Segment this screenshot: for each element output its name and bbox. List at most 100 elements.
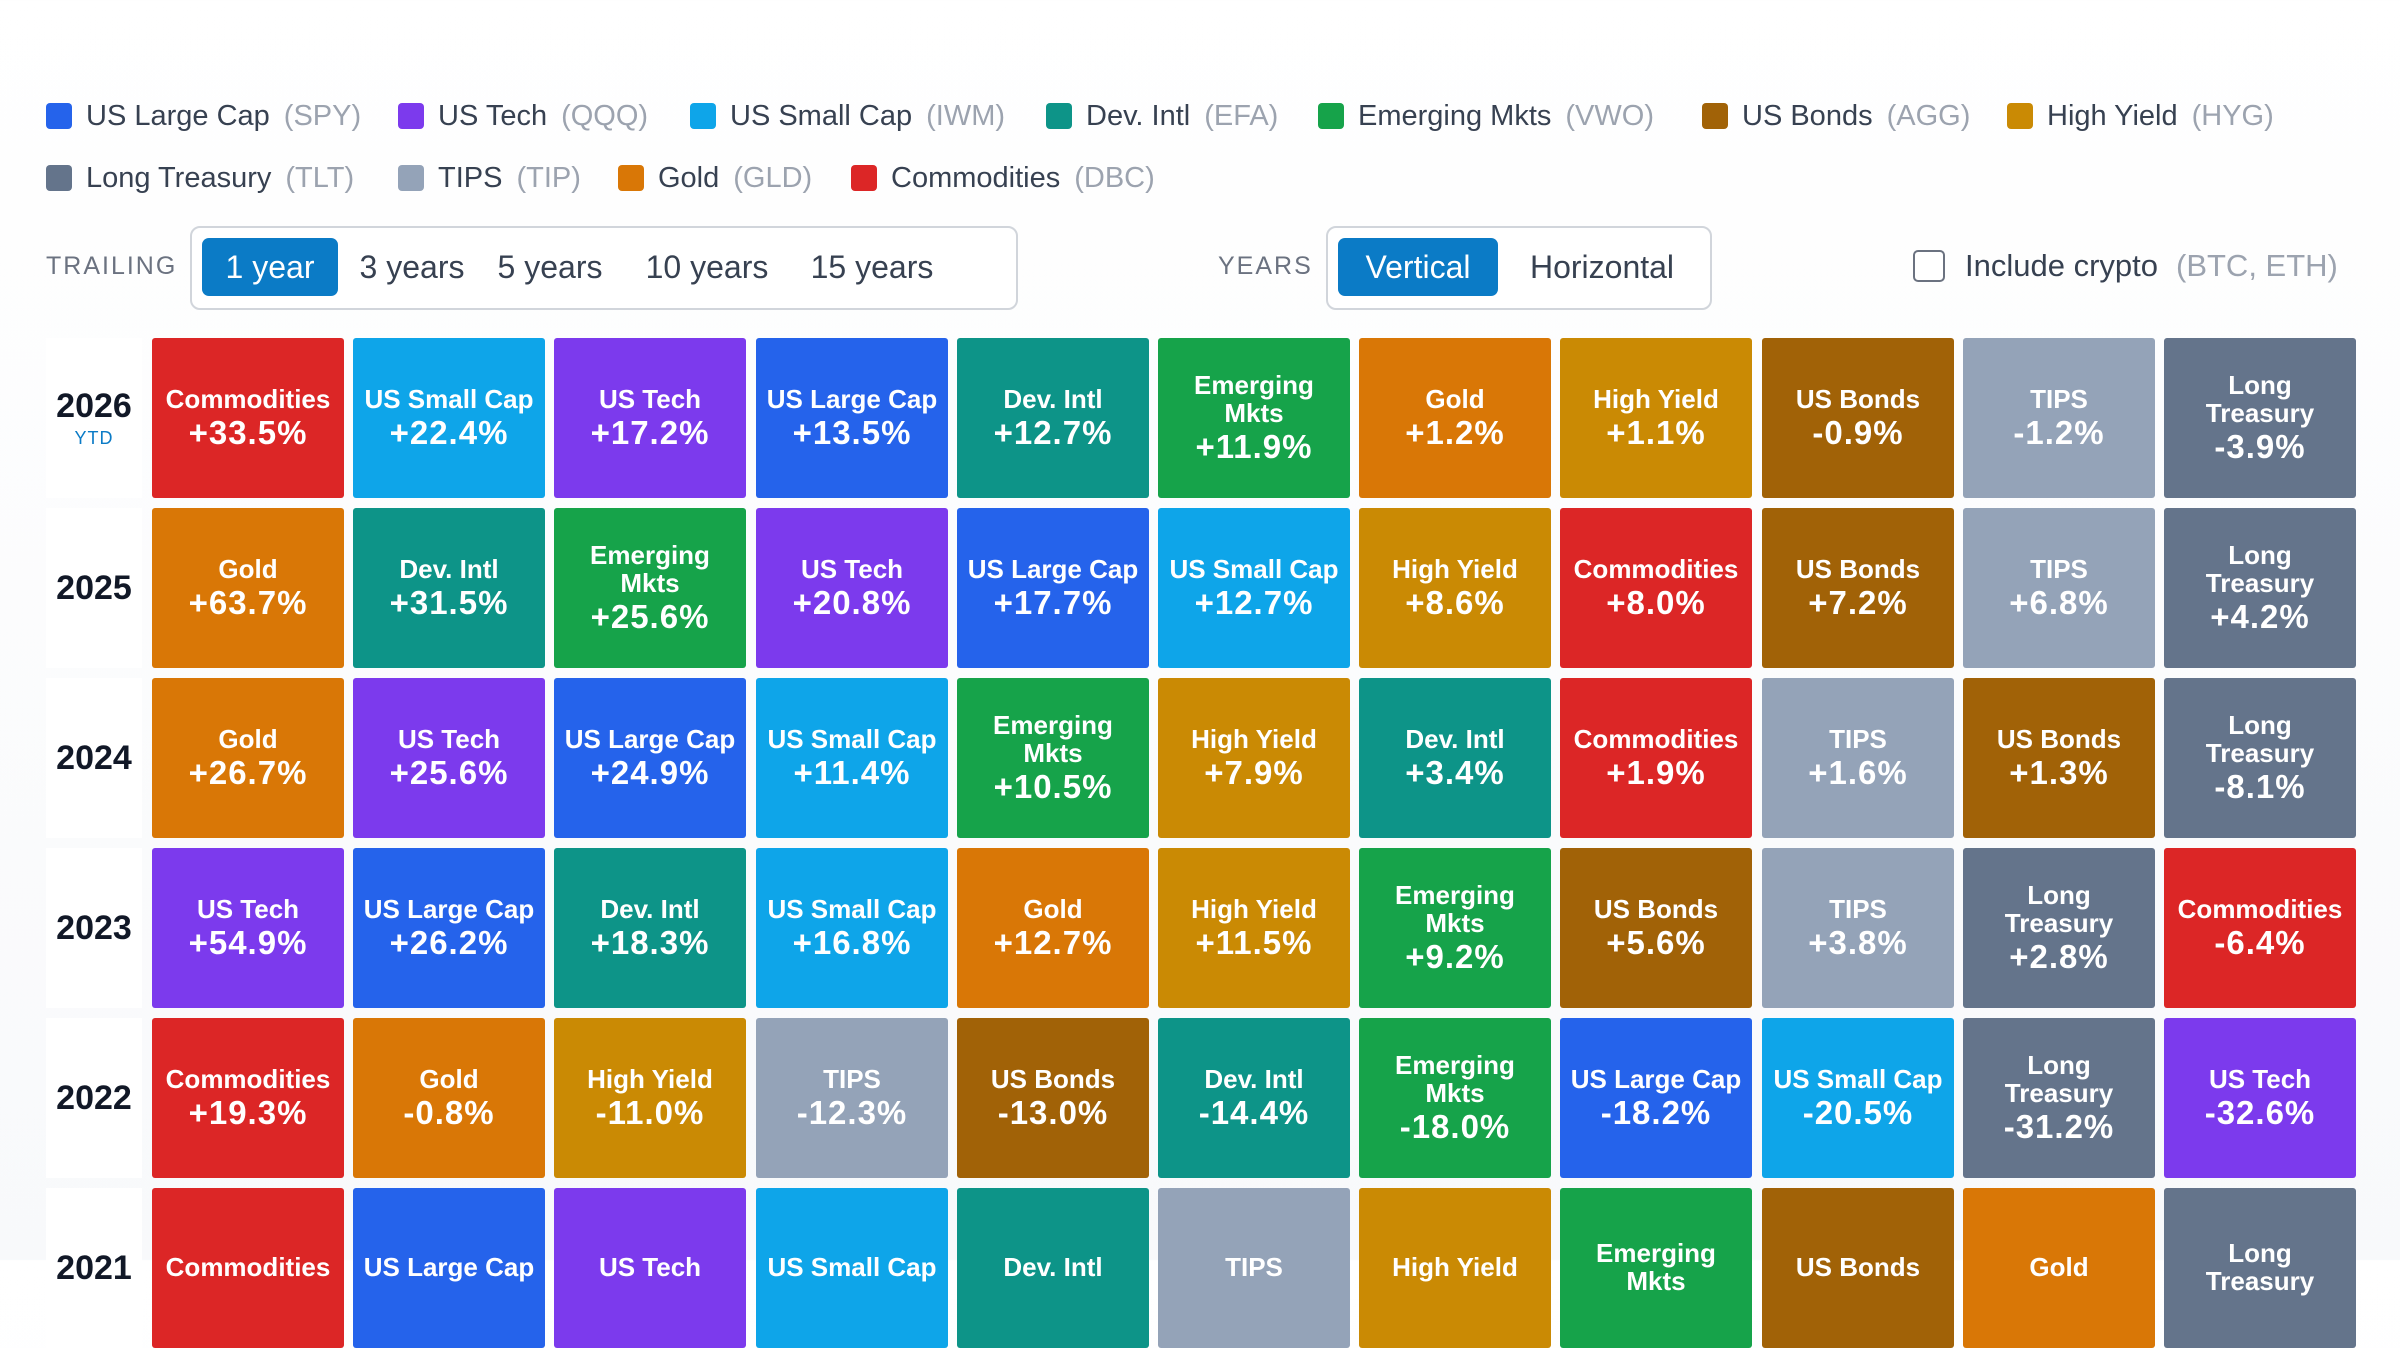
legend-name: US Tech <box>438 99 548 132</box>
return-tile-long-treasury[interactable]: Long Treasury +2.8% <box>1963 848 2155 1008</box>
return-tile-dev-intl[interactable]: Dev. Intl +3.4% <box>1359 678 1551 838</box>
return-tile-dev-intl[interactable]: Dev. Intl -14.4% <box>1158 1018 1350 1178</box>
tile-return-value: +1.6% <box>1808 754 1908 791</box>
return-tile-us-bonds[interactable]: US Bonds +7.2% <box>1762 508 1954 668</box>
tile-return-value: +24.9% <box>590 754 710 791</box>
legend-name: Gold <box>658 161 720 194</box>
return-tile-us-tech[interactable]: US Tech <box>554 1188 746 1348</box>
return-tile-commodities[interactable]: Commodities -6.4% <box>2164 848 2356 1008</box>
legend-item-us-small-cap[interactable]: US Small Cap (IWM) <box>690 96 1005 136</box>
return-tile-us-tech[interactable]: US Tech +20.8% <box>756 508 948 668</box>
return-tile-us-large-cap[interactable]: US Large Cap -18.2% <box>1560 1018 1752 1178</box>
legend-item-long-treasury[interactable]: Long Treasury (TLT) <box>46 158 354 198</box>
return-tile-us-tech[interactable]: US Tech +17.2% <box>554 338 746 498</box>
legend-item-us-tech[interactable]: US Tech (QQQ) <box>398 96 648 136</box>
return-tile-us-small-cap[interactable]: US Small Cap +16.8% <box>756 848 948 1008</box>
return-tile-us-large-cap[interactable]: US Large Cap +17.7% <box>957 508 1149 668</box>
tile-return-value: +17.2% <box>590 414 710 451</box>
tile-asset-name: US Tech <box>598 1252 702 1282</box>
tile-return-value: +1.9% <box>1606 754 1706 791</box>
return-tile-high-yield[interactable]: High Yield +1.1% <box>1560 338 1752 498</box>
return-tile-high-yield[interactable]: High Yield +7.9% <box>1158 678 1350 838</box>
return-tile-tips[interactable]: TIPS +3.8% <box>1762 848 1954 1008</box>
return-tile-commodities[interactable]: Commodities +33.5% <box>152 338 344 498</box>
return-tile-us-small-cap[interactable]: US Small Cap +11.4% <box>756 678 948 838</box>
return-tile-gold[interactable]: Gold +12.7% <box>957 848 1149 1008</box>
return-tile-us-large-cap[interactable]: US Large Cap +26.2% <box>353 848 545 1008</box>
return-tile-us-large-cap[interactable]: US Large Cap +13.5% <box>756 338 948 498</box>
return-tile-gold[interactable]: Gold -0.8% <box>353 1018 545 1178</box>
return-tile-high-yield[interactable]: High Yield +8.6% <box>1359 508 1551 668</box>
return-tile-us-small-cap[interactable]: US Small Cap -20.5% <box>1762 1018 1954 1178</box>
return-tile-tips[interactable]: TIPS <box>1158 1188 1350 1348</box>
return-tile-us-bonds[interactable]: US Bonds +5.6% <box>1560 848 1752 1008</box>
return-tile-emerging-mkts[interactable]: Emerging Mkts +11.9% <box>1158 338 1350 498</box>
return-tile-commodities[interactable]: Commodities <box>152 1188 344 1348</box>
return-tile-gold[interactable]: Gold +63.7% <box>152 508 344 668</box>
return-tile-us-small-cap[interactable]: US Small Cap +22.4% <box>353 338 545 498</box>
legend-item-us-large-cap[interactable]: US Large Cap (SPY) <box>46 96 361 136</box>
trailing-option-5-years[interactable]: 5 years <box>497 249 603 285</box>
return-tile-high-yield[interactable]: High Yield <box>1359 1188 1551 1348</box>
legend-item-commodities[interactable]: Commodities (DBC) <box>851 158 1155 198</box>
return-tile-dev-intl[interactable]: Dev. Intl +12.7% <box>957 338 1149 498</box>
return-tile-high-yield[interactable]: High Yield -11.0% <box>554 1018 746 1178</box>
include-crypto-checkbox[interactable] <box>1913 250 1945 282</box>
return-tile-us-bonds[interactable]: US Bonds +1.3% <box>1963 678 2155 838</box>
trailing-option-10-years[interactable]: 10 years <box>645 249 769 285</box>
return-tile-us-large-cap[interactable]: US Large Cap <box>353 1188 545 1348</box>
return-tile-emerging-mkts[interactable]: Emerging Mkts <box>1560 1188 1752 1348</box>
return-tile-long-treasury[interactable]: Long Treasury <box>2164 1188 2356 1348</box>
trailing-option-15-years[interactable]: 15 years <box>810 249 934 285</box>
years-option-vertical[interactable]: Vertical <box>1338 238 1498 296</box>
return-tile-dev-intl[interactable]: Dev. Intl <box>957 1188 1149 1348</box>
return-tile-gold[interactable]: Gold +26.7% <box>152 678 344 838</box>
tile-asset-name: Long Treasury <box>2205 540 2315 598</box>
legend-swatch <box>398 165 424 191</box>
return-tile-dev-intl[interactable]: Dev. Intl +31.5% <box>353 508 545 668</box>
year-label-2022: 2022 <box>46 1018 142 1178</box>
return-tile-commodities[interactable]: Commodities +8.0% <box>1560 508 1752 668</box>
return-tile-gold[interactable]: Gold <box>1963 1188 2155 1348</box>
tile-return-value: +63.7% <box>188 584 308 621</box>
tile-return-value: -0.8% <box>403 1094 495 1131</box>
legend-item-high-yield[interactable]: High Yield (HYG) <box>2007 96 2274 136</box>
tile-asset-name: Gold <box>1023 894 1083 924</box>
legend-item-gold[interactable]: Gold (GLD) <box>618 158 812 198</box>
return-tile-us-bonds[interactable]: US Bonds -13.0% <box>957 1018 1149 1178</box>
trailing-option-1-year[interactable]: 1 year <box>202 238 338 296</box>
legend-item-dev-intl[interactable]: Dev. Intl (EFA) <box>1046 96 1278 136</box>
legend-item-tips[interactable]: TIPS (TIP) <box>398 158 581 198</box>
return-tile-us-bonds[interactable]: US Bonds <box>1762 1188 1954 1348</box>
return-tile-us-bonds[interactable]: US Bonds -0.9% <box>1762 338 1954 498</box>
return-tile-long-treasury[interactable]: Long Treasury +4.2% <box>2164 508 2356 668</box>
legend-item-emerging-mkts[interactable]: Emerging Mkts (VWO) <box>1318 96 1654 136</box>
return-tile-tips[interactable]: TIPS +6.8% <box>1963 508 2155 668</box>
legend-item-us-bonds[interactable]: US Bonds (AGG) <box>1702 96 1970 136</box>
return-tile-gold[interactable]: Gold +1.2% <box>1359 338 1551 498</box>
return-tile-emerging-mkts[interactable]: Emerging Mkts +10.5% <box>957 678 1149 838</box>
return-tile-us-small-cap[interactable]: US Small Cap <box>756 1188 948 1348</box>
return-tile-commodities[interactable]: Commodities +19.3% <box>152 1018 344 1178</box>
return-tile-tips[interactable]: TIPS -12.3% <box>756 1018 948 1178</box>
return-tile-dev-intl[interactable]: Dev. Intl +18.3% <box>554 848 746 1008</box>
return-tile-high-yield[interactable]: High Yield +11.5% <box>1158 848 1350 1008</box>
return-tile-long-treasury[interactable]: Long Treasury -31.2% <box>1963 1018 2155 1178</box>
return-tile-commodities[interactable]: Commodities +1.9% <box>1560 678 1752 838</box>
return-tile-us-tech[interactable]: US Tech -32.6% <box>2164 1018 2356 1178</box>
trailing-option-3-years[interactable]: 3 years <box>359 249 465 285</box>
include-crypto-toggle[interactable]: Include crypto (BTC, ETH) <box>1913 248 2338 284</box>
return-tile-emerging-mkts[interactable]: Emerging Mkts +9.2% <box>1359 848 1551 1008</box>
return-tile-us-tech[interactable]: US Tech +54.9% <box>152 848 344 1008</box>
return-tile-tips[interactable]: TIPS +1.6% <box>1762 678 1954 838</box>
return-tile-us-small-cap[interactable]: US Small Cap +12.7% <box>1158 508 1350 668</box>
return-tile-long-treasury[interactable]: Long Treasury -8.1% <box>2164 678 2356 838</box>
tile-asset-name: US Small Cap <box>1773 1064 1943 1094</box>
return-tile-us-large-cap[interactable]: US Large Cap +24.9% <box>554 678 746 838</box>
return-tile-emerging-mkts[interactable]: Emerging Mkts +25.6% <box>554 508 746 668</box>
return-tile-tips[interactable]: TIPS -1.2% <box>1963 338 2155 498</box>
return-tile-long-treasury[interactable]: Long Treasury -3.9% <box>2164 338 2356 498</box>
return-tile-us-tech[interactable]: US Tech +25.6% <box>353 678 545 838</box>
years-option-horizontal[interactable]: Horizontal <box>1529 249 1675 285</box>
return-tile-emerging-mkts[interactable]: Emerging Mkts -18.0% <box>1359 1018 1551 1178</box>
